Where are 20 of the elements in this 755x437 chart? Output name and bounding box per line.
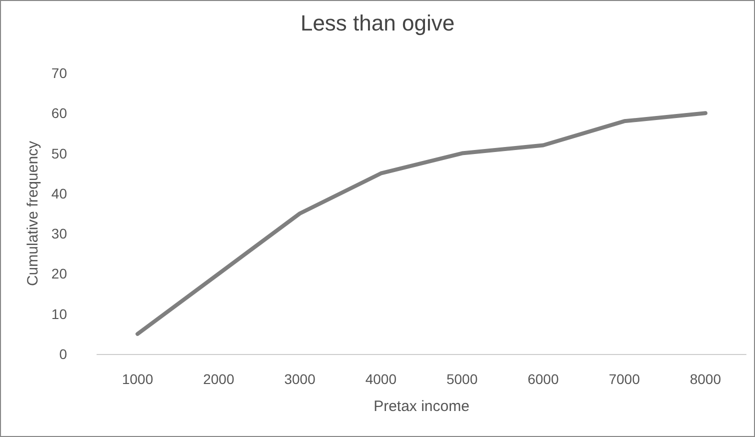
x-tick-label: 6000 — [528, 371, 559, 387]
y-tick-label: 70 — [51, 65, 68, 81]
y-tick-label: 10 — [51, 306, 68, 322]
x-axis-title: Pretax income — [374, 398, 470, 415]
y-tick-label: 0 — [59, 346, 68, 362]
y-tick-label: 30 — [51, 226, 68, 242]
line-series — [136, 111, 708, 336]
x-tick-label: 8000 — [690, 371, 722, 387]
x-tick-label: 1000 — [122, 371, 154, 387]
y-tick-label: 50 — [51, 145, 68, 162]
x-tick-label: 7000 — [608, 371, 640, 387]
y-axis-title: Cumulative frequency — [24, 140, 42, 286]
x-tick-label: 5000 — [446, 371, 478, 387]
x-tick-label: 4000 — [365, 371, 397, 387]
y-tick-label: 20 — [51, 266, 68, 282]
x-tick-label: 3000 — [284, 371, 316, 387]
y-tick-label: 40 — [51, 185, 68, 202]
y-tick-label: 60 — [51, 105, 68, 122]
chart-title: Less than ogive — [300, 10, 455, 36]
x-tick-label: 2000 — [203, 371, 234, 387]
